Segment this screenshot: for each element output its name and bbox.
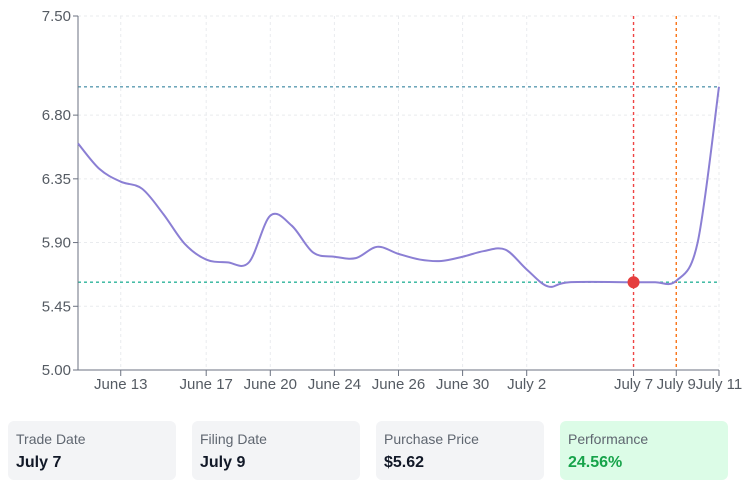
purchase-price-label: Purchase Price [384,431,479,447]
y-tick-label: 5.45 [42,298,71,315]
x-tick-label: July 2 [507,376,546,393]
y-tick-label: 6.80 [42,107,71,124]
chart-grid [78,15,720,371]
y-tick-label: 6.35 [42,171,71,188]
performance-label: Performance [568,431,649,447]
filing-date-label: Filing Date [200,431,267,447]
trade-date-label: Trade Date [16,431,86,447]
x-tick-label: June 17 [180,376,233,393]
x-tick-label: June 26 [372,376,425,393]
series-line-price [77,86,720,288]
trade-marker-point [627,276,640,289]
y-axis-ticks: 5.00 5.45 5.90 6.35 6.80 7.50 [42,8,78,379]
trade-date-value: July 7 [16,454,62,471]
y-tick-label: 5.00 [42,362,71,379]
y-tick-label: 5.90 [42,235,71,252]
x-tick-label: June 24 [308,376,361,393]
x-tick-label: July 7 [614,376,653,393]
x-tick-label: July 9 [657,376,696,393]
y-tick-label: 7.50 [42,8,71,25]
x-tick-label: July 11 [696,376,742,393]
performance-card: Performance 24.56% [560,421,728,480]
price-chart: 5.005.455.906.356.807.50 June 13 June 17 J… [42,8,742,393]
filing-date-value: July 9 [200,454,246,471]
trade-date-card: Trade Date July 7 [8,421,176,480]
summary-cards: Trade Date July 7 Filing Date July 9 Pur… [8,421,730,481]
x-tick-label: June 30 [436,376,489,393]
performance-value: 24.56% [568,454,623,471]
x-tick-label: June 13 [94,376,147,393]
x-tick-label: June 20 [244,376,297,393]
series-group [77,86,720,288]
purchase-price-value: $5.62 [384,454,425,471]
purchase-price-card: Purchase Price $5.62 [376,421,544,480]
markers [627,276,640,289]
x-axis-ticks: June 13 June 17 June 20 June 24 June 26 June … [94,370,742,393]
filing-date-card: Filing Date July 9 [192,421,360,480]
